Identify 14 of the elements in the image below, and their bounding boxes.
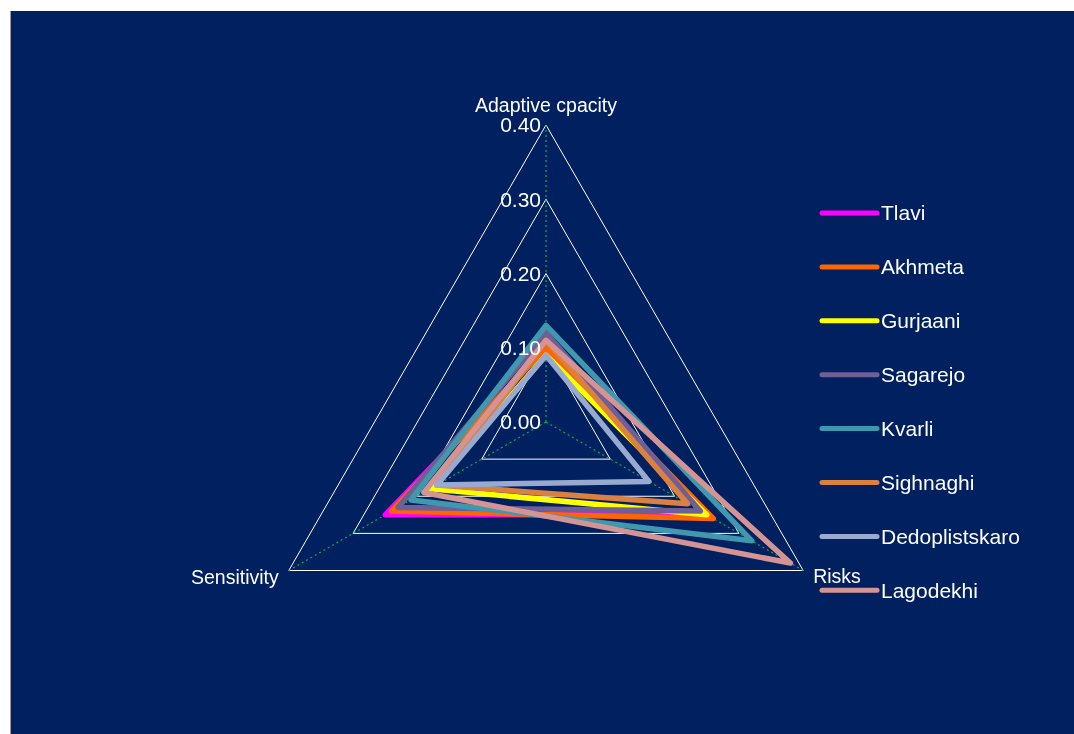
legend-label: Sagarejo — [881, 363, 966, 387]
legend-label: Lagodekhi — [881, 578, 978, 602]
y-tick-label: 0.00 — [500, 410, 541, 434]
spoke-label: Sensitivity — [191, 566, 280, 589]
legend-label: Tlavi — [881, 201, 926, 225]
y-tick-label: 0.30 — [500, 187, 541, 211]
spoke-label: Risks — [813, 565, 862, 588]
legend-label: Dedoplistskaro — [881, 524, 1020, 548]
spoke-label: Adaptive cpacity — [475, 93, 618, 116]
legend-label: Kvarli — [881, 416, 934, 440]
legend-label: Sighnaghi — [881, 470, 975, 494]
legend-label: Akhmeta — [881, 255, 965, 279]
legend-label: Gurjaani — [881, 309, 961, 333]
y-tick-label: 0.20 — [500, 261, 541, 285]
